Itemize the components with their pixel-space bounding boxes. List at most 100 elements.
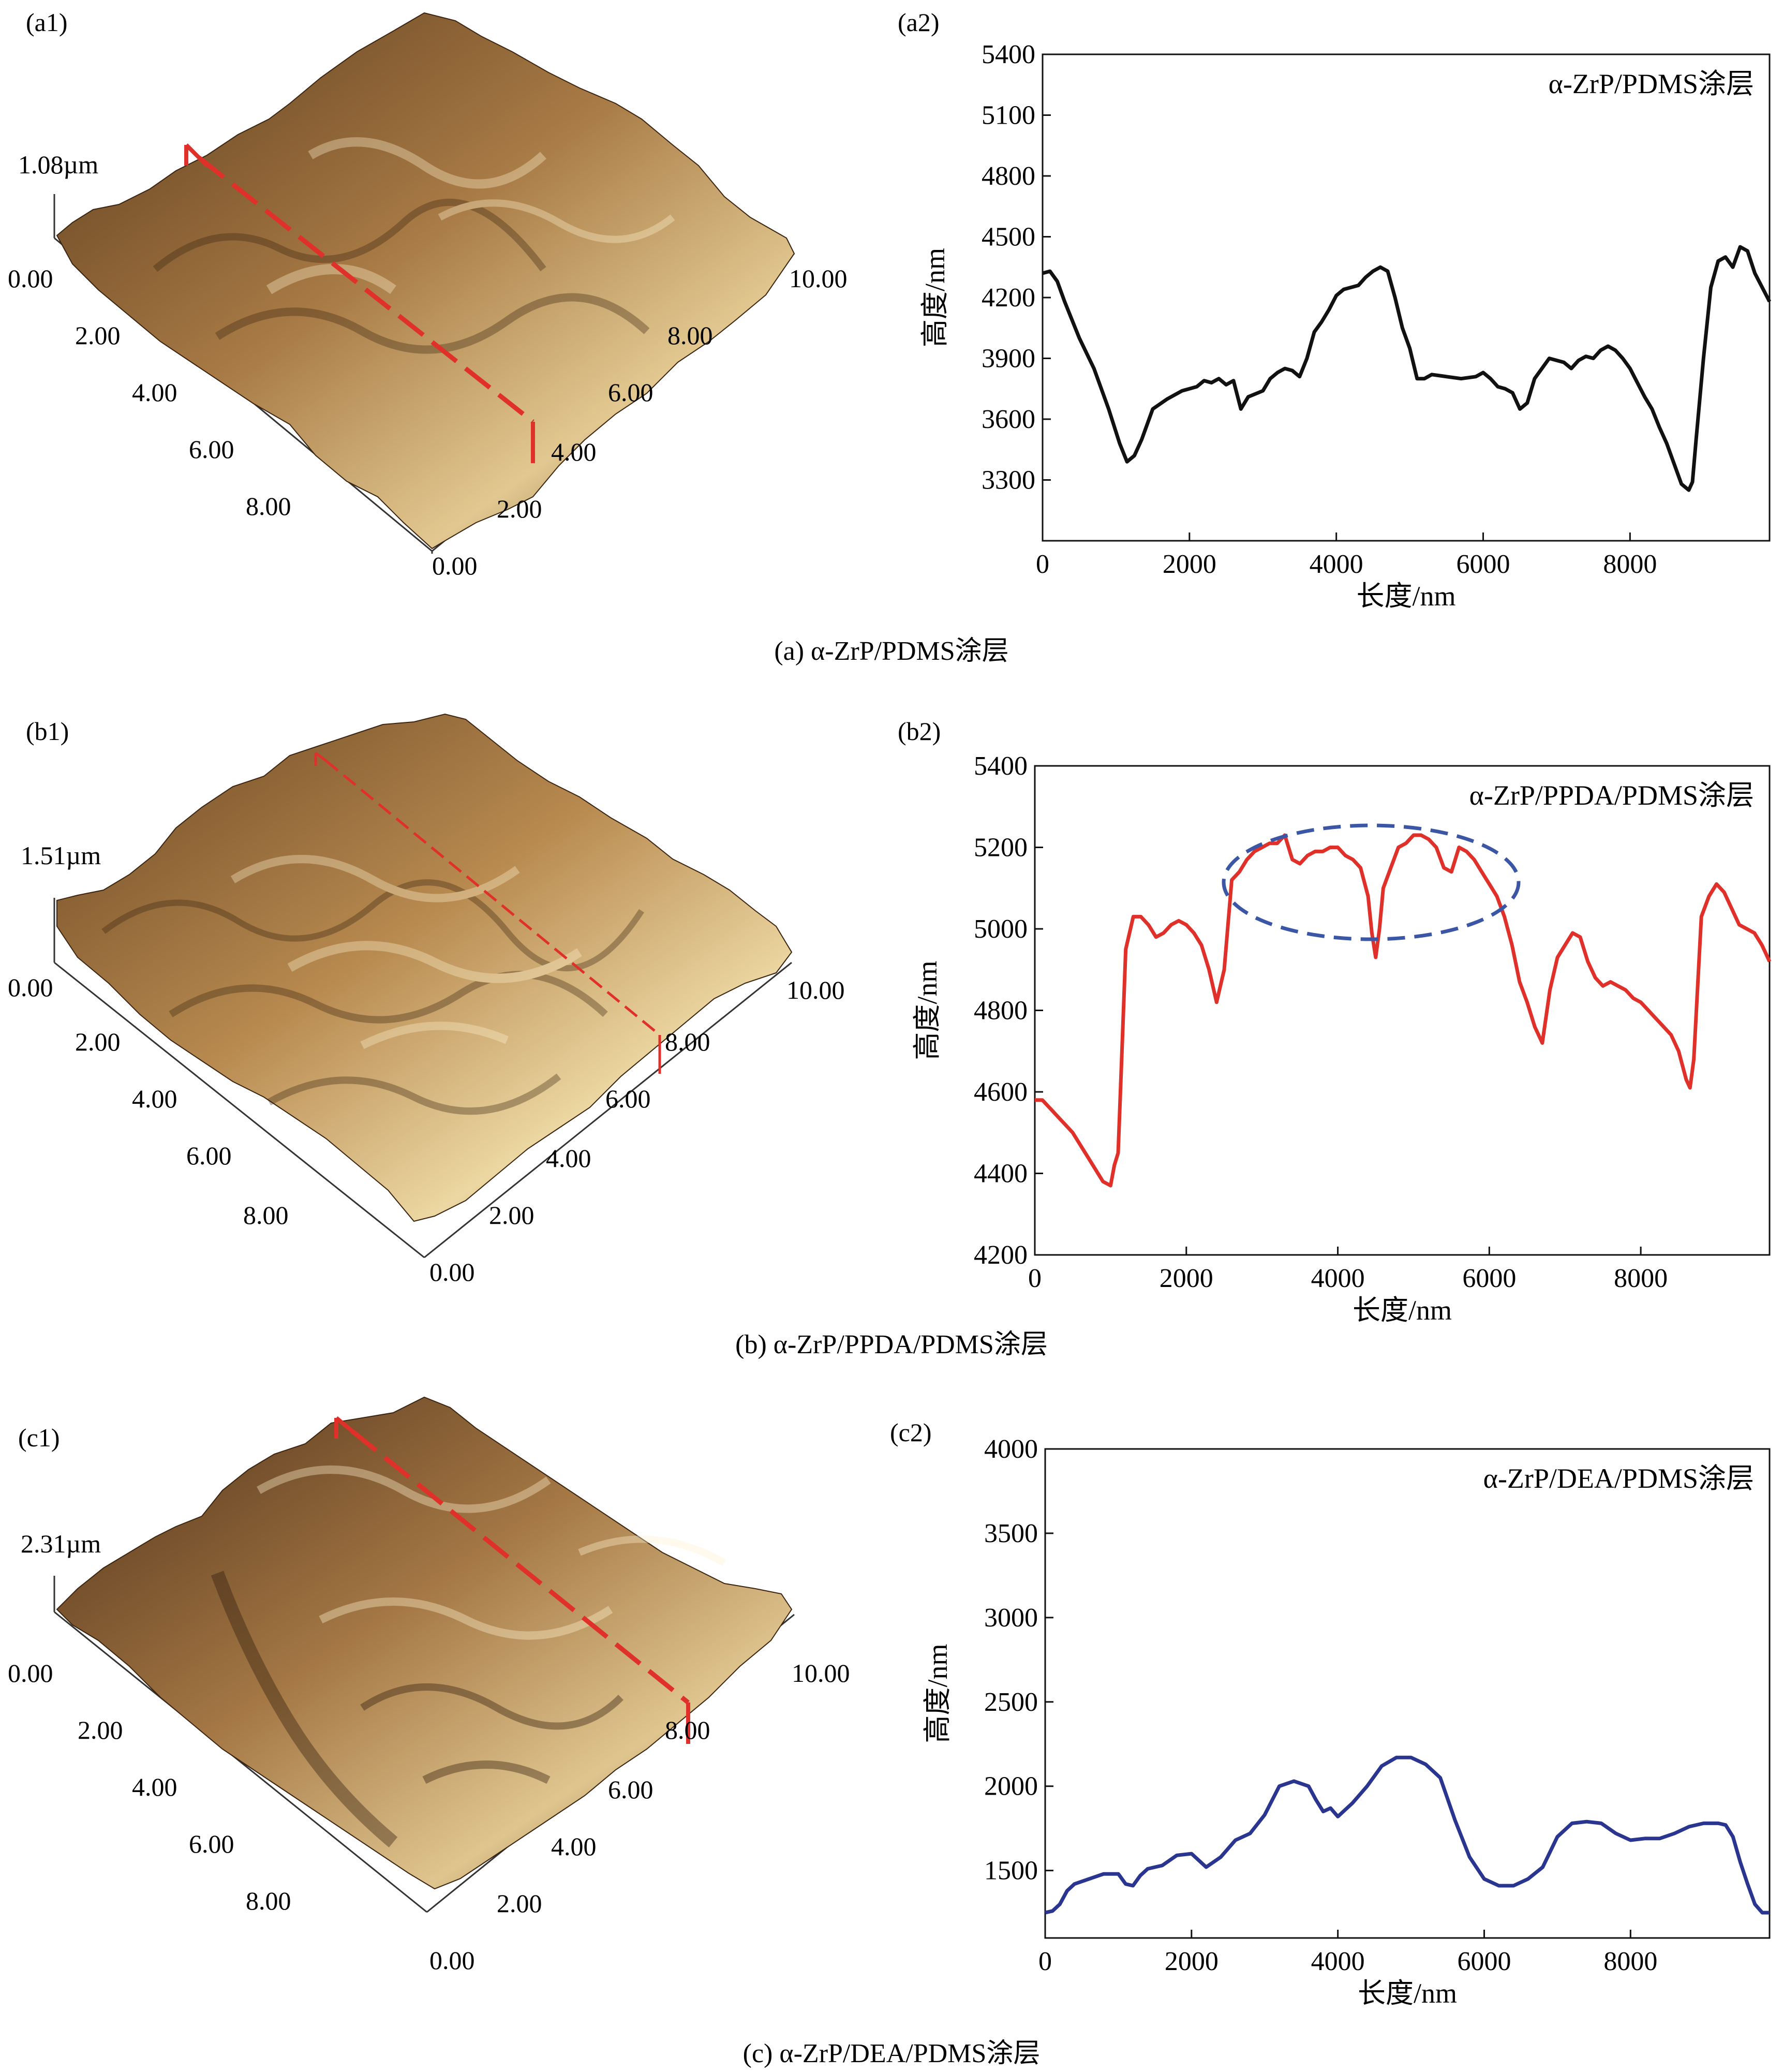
c1-surface: [56, 1396, 793, 1890]
c1-z-zero: 0.00: [8, 1659, 53, 1688]
c0-y-tick-label: 4800: [982, 161, 1035, 191]
a1-shading: [153, 137, 675, 354]
c2-series-title: α-ZrP/DEA/PDMS涂层: [1483, 1463, 1754, 1494]
c1-y-tick-label: 5200: [974, 833, 1028, 863]
c1-right-tick-3: 6.00: [608, 1775, 653, 1804]
c0-y-tick-label: 3300: [982, 466, 1035, 495]
c1-plot-frame: [1034, 765, 1771, 1256]
b1-left-tick-2: 4.00: [132, 1084, 177, 1113]
c1-x-tick-label: 8000: [1614, 1264, 1668, 1293]
a1-bottom-zero: 0.00: [432, 551, 478, 580]
c0-y-tick-label: 3600: [982, 405, 1035, 434]
c2-y-tick-label: 3500: [984, 1519, 1038, 1548]
c2-y-tick-label: 1500: [984, 1856, 1038, 1886]
a1-profile-line: [198, 156, 534, 424]
c2-y-tick-label: 2000: [984, 1772, 1038, 1801]
c1-x-tick-label: 4000: [1311, 1264, 1365, 1293]
c2-y-tick-label: 2500: [984, 1688, 1038, 1717]
c0-y-tick-label: 5100: [982, 101, 1035, 130]
c2-x-tick-label: 6000: [1457, 1947, 1511, 1976]
c0-x-tick-label: 2000: [1163, 550, 1216, 579]
a1-right-tick-3: 6.00: [608, 378, 653, 407]
c0-x-tick-label: 4000: [1310, 550, 1363, 579]
panel-b1-label: (b1): [26, 717, 69, 746]
c1-bottom-zero: 0.00: [429, 1946, 475, 1975]
a1-surface: [56, 12, 795, 550]
a1-left-tick-1: 2.00: [75, 321, 121, 350]
c2-y-tick-label: 3000: [984, 1603, 1038, 1633]
b1-shading: [101, 855, 645, 1115]
c2-x-tick-label: 8000: [1603, 1947, 1657, 1976]
c1-line-corner: [335, 1416, 353, 1433]
b1-right-tick-2: 4.00: [546, 1144, 591, 1173]
c1-y-tick-label: 5000: [974, 914, 1028, 944]
b1-z-zero: 0.00: [8, 973, 53, 1002]
c2-x-tick-label: 2000: [1165, 1947, 1219, 1976]
panel-a1-height-label: 1.08µm: [18, 150, 98, 179]
a1-left-tick-3: 6.00: [189, 435, 234, 464]
a1-right-tick-5: 10.00: [789, 264, 848, 293]
c2-series-line: [1045, 1755, 1770, 1915]
b1-surface: [56, 713, 793, 1222]
panel-c1-height-label: 2.31µm: [21, 1529, 101, 1558]
panel-a1-surface: (a1) 1.08µm 0.00 2.00 4.00 6.00 8.00 0.0…: [8, 8, 848, 580]
b1-right-tick-3: 6.00: [605, 1084, 651, 1113]
c2-plot-frame: [1044, 1448, 1771, 1939]
c1-profile-line: [350, 1429, 690, 1705]
a1-right-tick-4: 8.00: [667, 321, 713, 350]
panel-a1-label: (a1): [26, 8, 68, 37]
c0-y-tick-label: 3900: [982, 344, 1035, 374]
caption-b: (b) α-ZrP/PPDA/PDMS涂层: [735, 1330, 1048, 1359]
b1-line-corner: [315, 752, 327, 762]
c1-x-tick-label: 2000: [1160, 1264, 1213, 1293]
b1-profile-line: [325, 760, 661, 1036]
c1-series-title: α-ZrP/PPDA/PDMS涂层: [1469, 780, 1754, 811]
c0-y-tick-label: 5400: [982, 40, 1035, 69]
c2-x-tick-label: 0: [1038, 1947, 1052, 1976]
c1-x-tick-label: 6000: [1462, 1264, 1516, 1293]
b1-right-axis: [424, 961, 792, 1259]
panel-a2-label: (a2): [898, 8, 940, 37]
c1-x-tick-label: 0: [1028, 1264, 1042, 1293]
panel-b1-height-label: 1.51µm: [21, 841, 101, 870]
c1-right-tick-1: 2.00: [497, 1889, 542, 1918]
b1-right-tick-1: 2.00: [489, 1201, 534, 1230]
c1-y-tick-label: 4600: [974, 1077, 1028, 1107]
b1-left-tick-4: 8.00: [243, 1201, 289, 1230]
c2-x-axis-label: 长度/nm: [1358, 1978, 1457, 2009]
c1-left-tick-2: 4.00: [132, 1772, 177, 1801]
caption-a: (a) α-ZrP/PDMS涂层: [774, 637, 1008, 666]
c1-left-tick-4: 8.00: [246, 1886, 291, 1915]
c0-x-tick-label: 6000: [1457, 550, 1510, 579]
c1-left-axis: [54, 1611, 427, 1913]
caption-c: (c) α-ZrP/DEA/PDMS涂层: [743, 2039, 1041, 2068]
c1-left-tick-3: 6.00: [189, 1829, 234, 1858]
c1-y-tick-label: 4400: [974, 1159, 1028, 1189]
c1-y-axis-label: 高度/nm: [912, 960, 943, 1060]
c0-series-title: α-ZrP/PDMS涂层: [1549, 68, 1754, 99]
b2-highlight-ellipse: [1222, 823, 1521, 941]
b1-right-tick-4: 8.00: [665, 1027, 710, 1056]
c1-right-tick-5: 10.00: [792, 1659, 850, 1688]
c1-y-tick-label: 4800: [974, 996, 1028, 1026]
a1-right-tick-1: 2.00: [497, 494, 542, 523]
b1-right-tick-5: 10.00: [786, 975, 845, 1004]
c1-right-tick-4: 8.00: [665, 1715, 710, 1744]
chart-c2: 0 2000 4000 6000 8000 1500 2000 2500 3000 3500 400…: [922, 1434, 1771, 2009]
c1-left-tick-1: 2.00: [78, 1715, 123, 1744]
panel-c1-label: (c1): [18, 1423, 60, 1452]
c0-y-tick-label: 4500: [982, 223, 1035, 252]
a1-left-tick-2: 4.00: [132, 378, 177, 407]
panel-c1-surface: (c1) 2.31µm 0.00 2.00 4.00 6.00 8.00 0.0…: [8, 1396, 850, 1975]
a1-left-tick-4: 8.00: [246, 492, 291, 521]
b1-left-tick-3: 6.00: [186, 1141, 232, 1170]
panel-b1-surface: (b1) 1.51µm 0.00 2.00 4.00 6.00 8.00 0.0…: [8, 713, 845, 1286]
c1-x-axis-label: 长度/nm: [1353, 1295, 1452, 1326]
c0-x-tick-label: 8000: [1603, 550, 1657, 579]
c2-x-tick-label: 4000: [1311, 1947, 1365, 1976]
c1-y-tick-label: 5400: [974, 751, 1028, 781]
c1-series-line: [1035, 833, 1772, 1188]
chart-a2: 0 2000 4000 6000 8000 3300 3600 3900 4200 4500 480…: [919, 40, 1772, 612]
c1-shading: [211, 1466, 726, 1847]
c0-x-tick-label: 0: [1036, 550, 1049, 579]
